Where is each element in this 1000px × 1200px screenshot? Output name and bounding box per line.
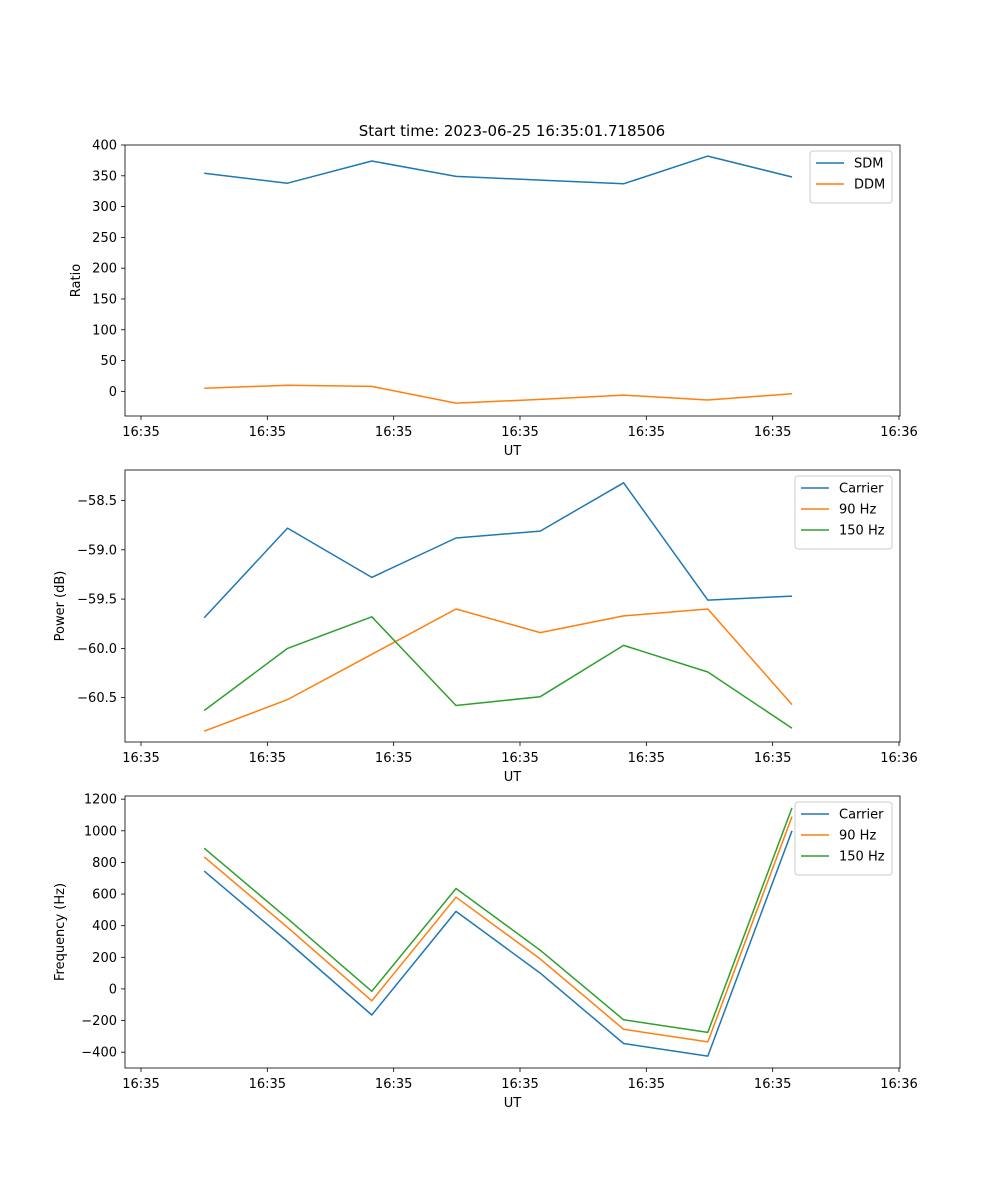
y-tick-label: 350 [92, 169, 117, 184]
x-tick-label: 16:35 [501, 1077, 538, 1092]
power-chart: 16:35 16:35 16:35 16:35 16:35 16:35 16:36 −60.5… [53, 469, 918, 785]
frequency-chart: 16:35 16:35 16:35 16:35 16:35 16:35 16:36 −400 −… [53, 793, 918, 1111]
y-tick-label: 400 [92, 139, 117, 154]
x-axis-label: UT [504, 1096, 522, 1111]
x-tick-label: 16:35 [249, 425, 286, 440]
series-line-150-hz [203, 616, 793, 729]
x-tick-label: 16:35 [122, 1077, 159, 1092]
axes-frame [124, 795, 901, 1069]
y-tick-label: 50 [100, 354, 117, 369]
y-tick-label: 800 [92, 856, 117, 871]
y-tick-label: 0 [109, 982, 117, 997]
series-line-carrier [203, 830, 793, 1057]
y-tick-label: 200 [92, 262, 117, 277]
x-tick-label: 16:35 [249, 1077, 286, 1092]
y-tick-label: −60.5 [77, 691, 117, 706]
legend: Carrier 90 Hz 150 Hz [794, 801, 893, 876]
y-tick-label: −60.0 [77, 642, 117, 657]
x-tick-label: 16:35 [122, 425, 159, 440]
axes-frame [124, 144, 901, 417]
x-tick-label: 16:35 [754, 751, 791, 766]
y-tick-label: −200 [81, 1014, 117, 1029]
y-axis-label: Ratio [69, 264, 84, 297]
series-line-90-hz [203, 608, 793, 732]
legend-label: DDM [854, 178, 885, 193]
legend: Carrier 90 Hz 150 Hz [794, 475, 893, 550]
legend-label: Carrier [839, 482, 884, 497]
x-tick-label: 16:35 [249, 751, 286, 766]
x-tick-label: 16:35 [628, 1077, 665, 1092]
x-tick-label: 16:36 [880, 425, 917, 440]
x-tick-label: 16:35 [375, 1077, 412, 1092]
x-tick-label: 16:36 [880, 1077, 917, 1092]
x-tick-label: 16:36 [880, 751, 917, 766]
series-line-carrier [203, 482, 793, 619]
legend-label: 90 Hz [839, 829, 876, 844]
x-tick-label: 16:35 [501, 425, 538, 440]
y-tick-label: −58.5 [77, 494, 117, 509]
legend-label: 90 Hz [839, 503, 876, 518]
legend-label: 150 Hz [839, 850, 885, 865]
y-tick-label: 600 [92, 888, 117, 903]
legend-label: 150 Hz [839, 524, 885, 539]
legend: SDM DDM [809, 150, 893, 204]
y-tick-label: −59.0 [77, 543, 117, 558]
x-tick-label: 16:35 [375, 751, 412, 766]
legend-box [809, 150, 893, 204]
y-tick-label: 400 [92, 919, 117, 934]
legend-label: SDM [854, 157, 883, 172]
legend-label: Carrier [839, 808, 884, 823]
x-tick-label: 16:35 [375, 425, 412, 440]
y-tick-label: −400 [81, 1046, 117, 1061]
y-tick-label: 100 [92, 323, 117, 338]
y-tick-label: −59.5 [77, 593, 117, 608]
x-tick-label: 16:35 [628, 751, 665, 766]
x-tick-label: 16:35 [754, 425, 791, 440]
series-line-90-hz [203, 816, 793, 1043]
y-tick-label: 300 [92, 200, 117, 215]
series-line-sdm [204, 155, 793, 185]
axes-frame [124, 469, 901, 743]
x-tick-label: 16:35 [628, 425, 665, 440]
ratio-chart: 16:35 16:35 16:35 16:35 16:35 16:35 16:36 0 50 10… [69, 139, 918, 460]
y-axis-label: Power (dB) [53, 571, 68, 642]
figure-title: Start time: 2023-06-25 16:35:01.718506 [359, 122, 665, 140]
y-tick-label: 1000 [84, 824, 117, 839]
x-axis-label: UT [504, 444, 522, 459]
y-tick-label: 200 [92, 951, 117, 966]
y-tick-label: 0 [109, 385, 117, 400]
series-line-150-hz [203, 807, 793, 1034]
series-line-ddm [204, 384, 793, 404]
x-tick-label: 16:35 [122, 751, 159, 766]
y-tick-label: 1200 [84, 793, 117, 808]
y-tick-label: 250 [92, 231, 117, 246]
y-axis-label: Frequency (Hz) [53, 883, 68, 981]
x-axis-label: UT [504, 770, 522, 785]
x-tick-label: 16:35 [501, 751, 538, 766]
x-tick-label: 16:35 [754, 1077, 791, 1092]
y-tick-label: 150 [92, 292, 117, 307]
